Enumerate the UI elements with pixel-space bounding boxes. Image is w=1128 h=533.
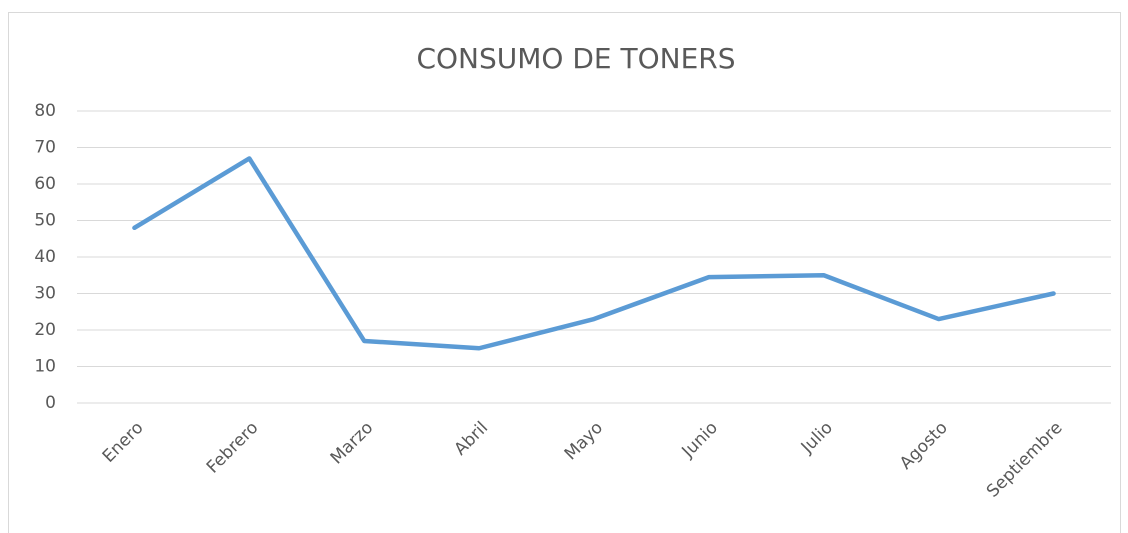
y-tick-label: 50 <box>34 211 56 231</box>
chart-frame <box>8 12 1121 533</box>
chart-title: CONSUMO DE TONERS <box>416 42 735 75</box>
y-tick-label: 70 <box>34 138 56 158</box>
y-tick-label: 80 <box>34 101 56 121</box>
y-tick-label: 40 <box>34 247 56 267</box>
y-tick-label: 60 <box>34 174 56 194</box>
y-tick-label: 30 <box>34 284 56 304</box>
line-series <box>132 156 1056 351</box>
y-tick-label: 0 <box>45 393 56 413</box>
y-tick-label: 20 <box>34 320 56 340</box>
y-tick-label: 10 <box>34 357 56 377</box>
